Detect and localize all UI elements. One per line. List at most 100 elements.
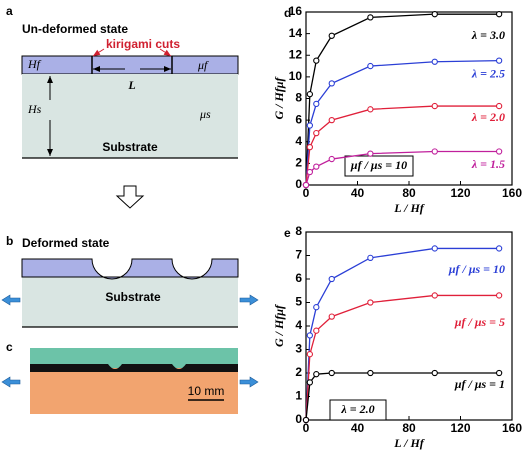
point [495,369,503,377]
y-tick-label: 8 [295,224,302,238]
annotation: λ = 2.0 [340,402,374,416]
annotation: μf / μs = 10 [350,158,407,172]
pull-arrow [239,294,259,306]
pull-arrow [1,294,21,306]
point [302,181,310,189]
panel-title: Deformed state [22,236,110,250]
x-axis-label: L / Hf [393,201,425,215]
point [431,11,438,18]
y-tick-label: 2 [295,156,302,170]
x-tick-label: 160 [502,186,522,200]
film-thickness: Hf [27,57,42,71]
point [306,379,314,386]
scale-label: 10 mm [188,384,225,398]
down-arrow [115,185,145,209]
point [313,129,320,137]
arrow [159,48,172,57]
point [328,275,335,283]
point [306,168,314,176]
film [21,258,239,280]
substrate-label: Substrate [102,140,158,154]
substrate [22,277,238,327]
legend-label: μf / μs = 10 [448,262,505,276]
point [313,327,320,334]
arrow [92,48,105,57]
legend-label: μf / μs = 5 [454,315,505,329]
panel-label: a [6,4,13,18]
cuts-label: kirigami cuts [106,37,180,51]
y-tick-label: 16 [289,4,303,18]
pull-arrow [239,376,259,388]
panel-label: c [6,340,13,354]
panel-label: b [6,234,13,248]
point [431,369,438,377]
point [495,57,503,64]
y-tick-label: 6 [295,112,302,126]
point [431,148,438,155]
y-tick-label: 6 [295,271,302,285]
point [367,14,374,21]
x-axis-label: L / Hf [393,436,425,450]
point [328,116,335,124]
annotation-box [329,399,387,421]
point [367,254,374,261]
x-tick-label: 0 [303,421,310,435]
point [495,148,503,155]
film-modulus: μf [197,58,209,72]
point [431,245,438,252]
point [328,155,335,163]
point [302,416,310,424]
x-tick-label: 80 [402,186,416,200]
x-tick-label: 40 [351,421,365,435]
point [495,11,503,18]
x-tick-label: 120 [450,421,470,435]
point [367,106,374,113]
y-tick-label: 3 [295,342,302,356]
photo-film [30,364,238,372]
point [328,313,335,320]
y-tick-label: 2 [295,365,302,379]
x-tick-label: 120 [450,186,470,200]
panel-title: Un-deformed state [22,22,128,36]
x-tick-label: 0 [303,186,310,200]
y-tick-label: 14 [289,26,303,40]
photo-substrate [30,368,238,414]
pull-arrow [1,376,21,388]
y-tick-label: 8 [295,91,302,105]
substrate-modulus: μs [199,107,211,121]
legend-label: λ = 2.0 [471,110,505,124]
point [313,57,320,64]
y-tick-label: 7 [295,248,302,262]
point [313,304,320,311]
point [367,299,374,306]
substrate [22,74,238,158]
point [306,332,314,339]
point [328,80,335,87]
panel-label: d [284,6,291,20]
photo-top [30,348,238,368]
point [306,351,314,358]
y-tick-label: 10 [289,69,303,83]
point [313,371,320,378]
point [313,100,320,108]
panel-label: e [284,226,291,240]
substrate-thickness: Hs [27,102,42,116]
annotation-box [344,155,414,177]
point [431,102,438,110]
y-tick-label: 4 [295,318,302,332]
point [313,163,320,170]
x-tick-label: 160 [502,421,522,435]
point [367,62,374,70]
x-tick-label: 80 [402,421,416,435]
point [431,292,438,299]
y-tick-label: 1 [295,389,302,403]
y-tick-label: 0 [295,177,302,191]
point [495,245,503,252]
x-tick-label: 40 [351,186,365,200]
point [367,150,374,157]
y-tick-label: 4 [295,134,302,148]
point [306,91,314,98]
legend-label: λ = 2.5 [471,66,505,80]
point [495,102,503,110]
